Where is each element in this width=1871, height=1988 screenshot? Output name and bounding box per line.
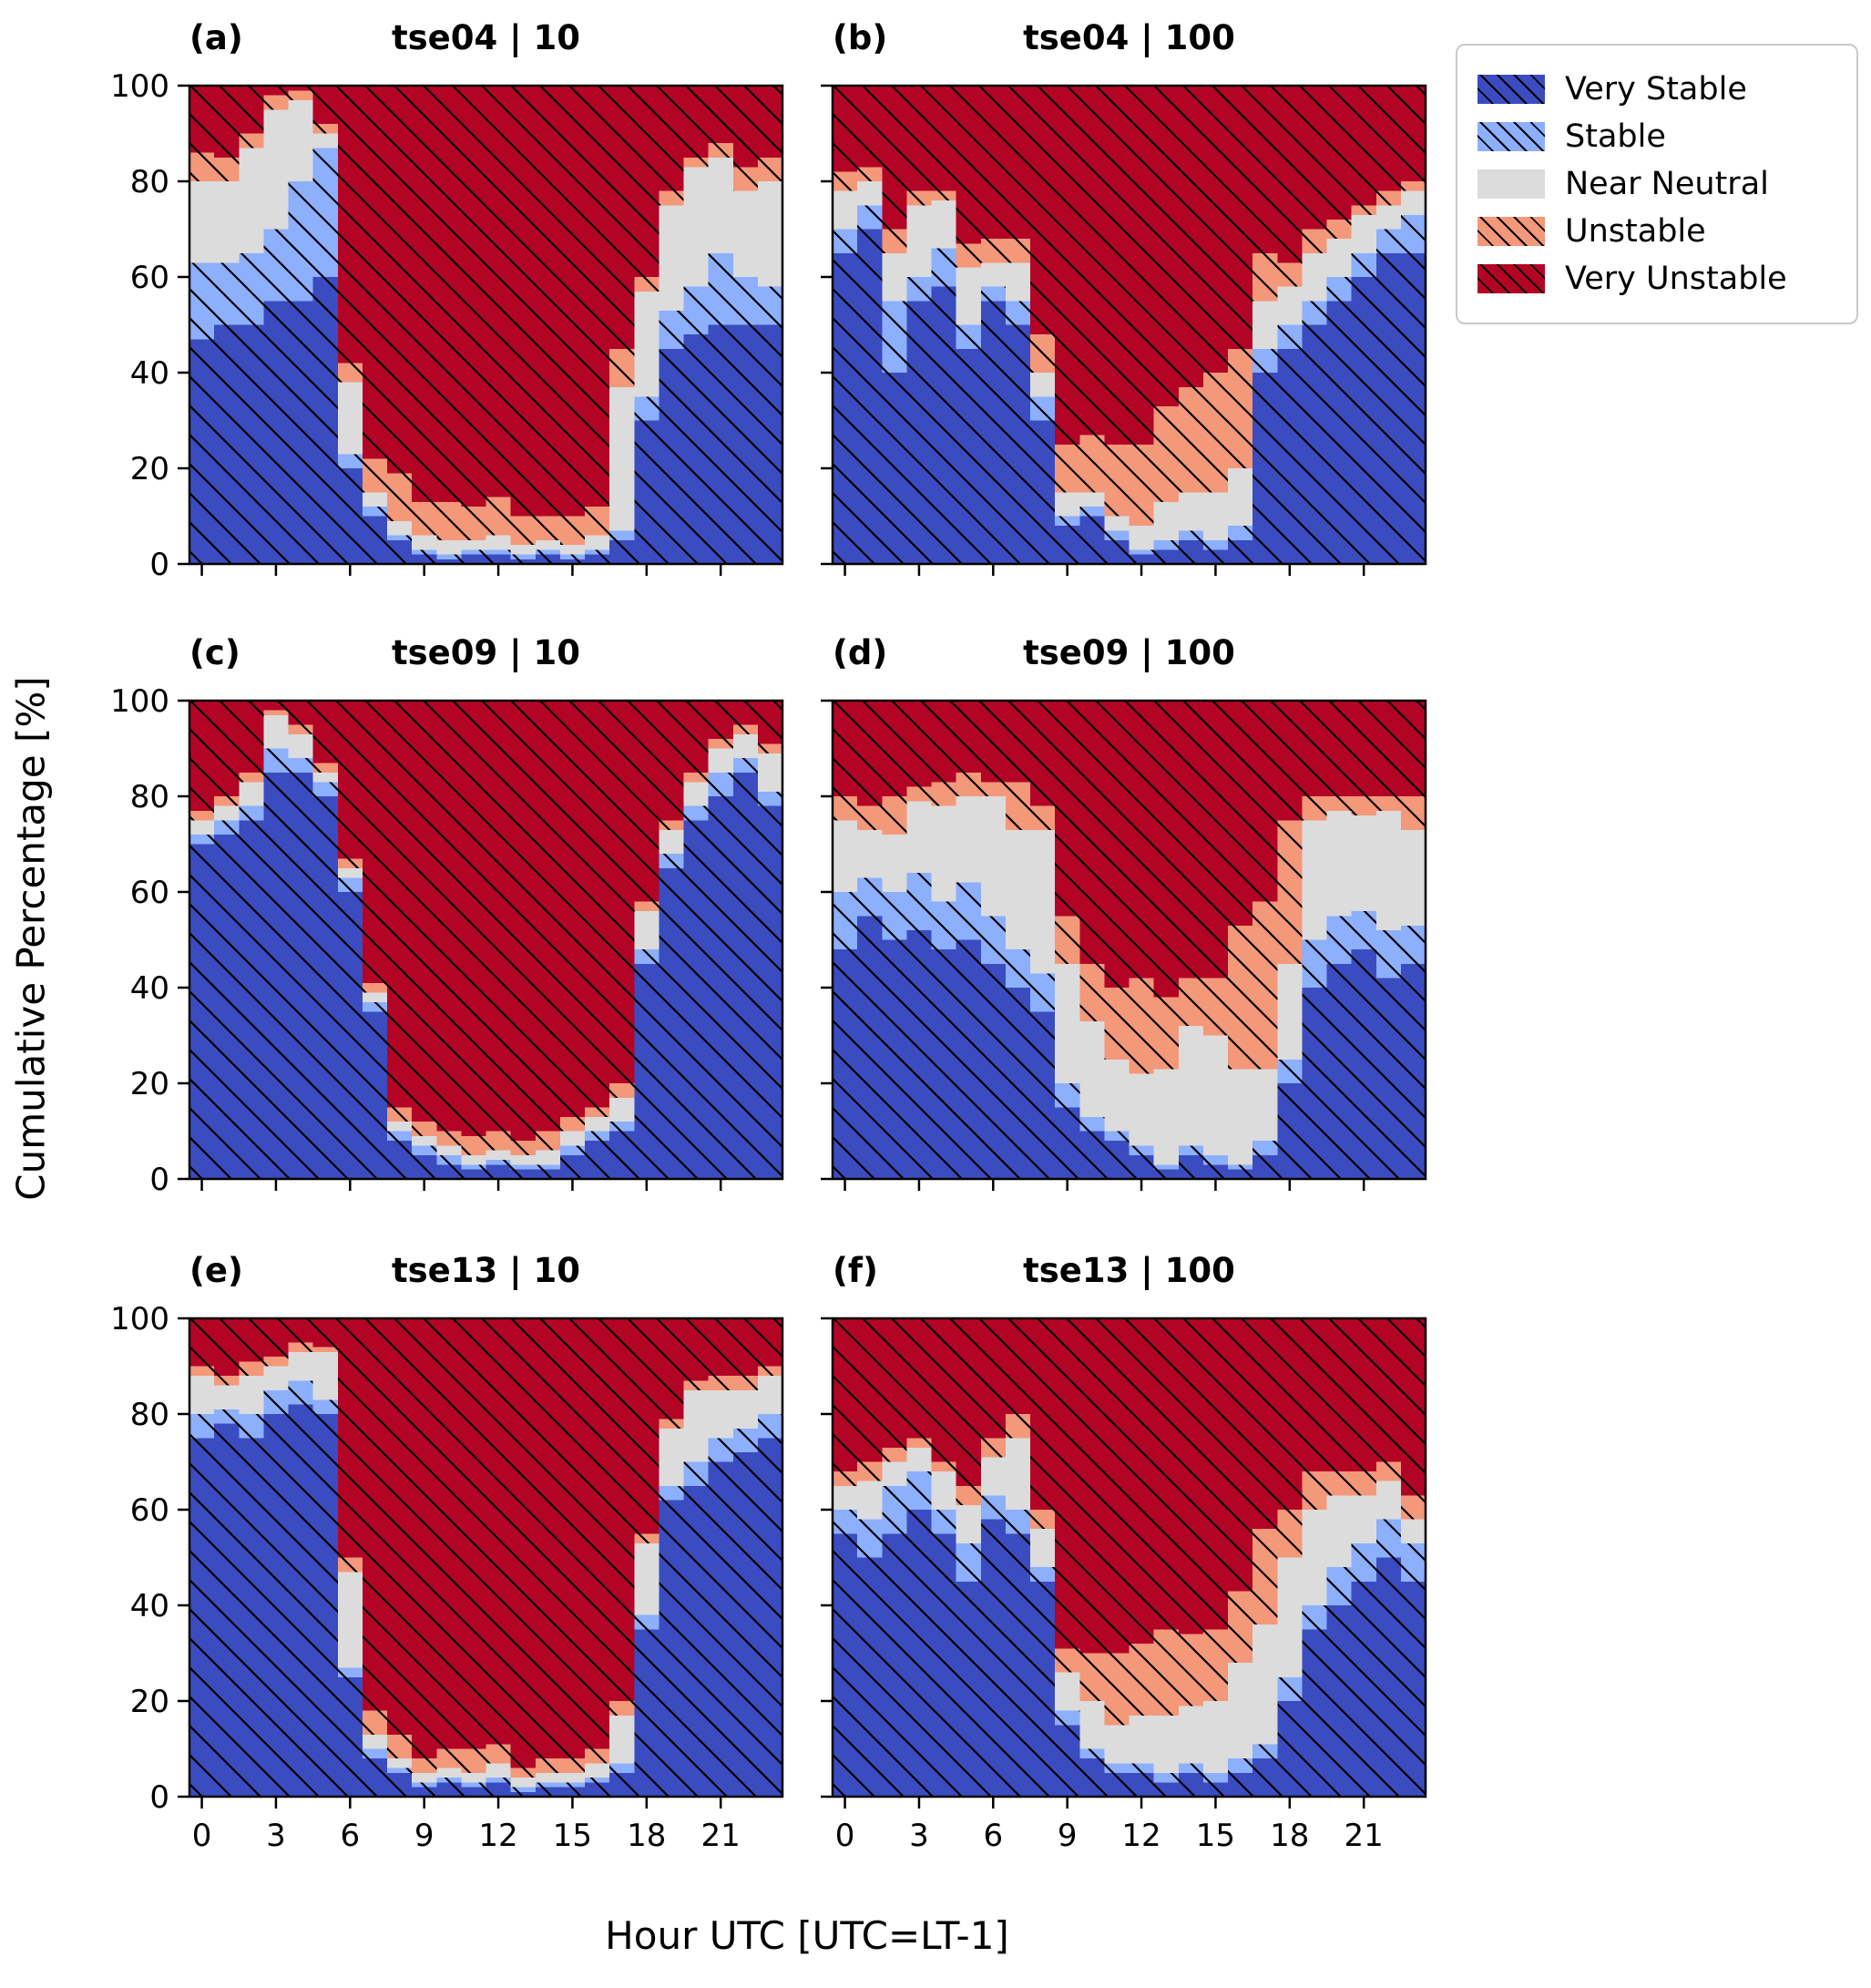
panel-b-heading: tse04 | 100 bbox=[1023, 18, 1235, 57]
panel-b-chart bbox=[821, 84, 1427, 576]
panel-a-letter: (a) bbox=[189, 18, 243, 57]
legend: Very Stable Stable Near Neutral Unstable… bbox=[1456, 44, 1858, 324]
panel-c-letter: (c) bbox=[189, 633, 240, 672]
svg-text:60: 60 bbox=[130, 260, 169, 296]
legend-entry-unstable: Unstable bbox=[1477, 213, 1836, 250]
svg-text:100: 100 bbox=[110, 72, 169, 105]
panel-e-title: (e) tse13 | 10 bbox=[189, 1251, 782, 1302]
svg-text:12: 12 bbox=[1121, 1818, 1160, 1854]
svg-text:100: 100 bbox=[110, 687, 169, 720]
svg-text:21: 21 bbox=[1344, 1818, 1384, 1854]
svg-text:20: 20 bbox=[130, 1684, 169, 1720]
panel-a-title: (a) tse04 | 10 bbox=[189, 18, 782, 69]
panel-c-chart: 0 20 40 60 80 100 bbox=[110, 687, 784, 1198]
svg-text:21: 21 bbox=[701, 1818, 741, 1854]
svg-text:6: 6 bbox=[340, 1818, 360, 1854]
legend-label-near-neutral: Near Neutral bbox=[1565, 166, 1769, 202]
very-stable-swatch-icon bbox=[1477, 75, 1545, 104]
svg-text:40: 40 bbox=[130, 1588, 169, 1624]
svg-text:20: 20 bbox=[130, 1066, 169, 1102]
legend-entry-very-unstable: Very Unstable bbox=[1477, 261, 1836, 297]
legend-label-unstable: Unstable bbox=[1565, 213, 1706, 250]
y-axis-label: Cumulative Percentage [%] bbox=[8, 676, 54, 1201]
near-neutral-swatch-icon bbox=[1477, 169, 1545, 199]
svg-text:60: 60 bbox=[130, 875, 169, 911]
panel-d-letter: (d) bbox=[833, 633, 888, 672]
unstable-swatch-icon bbox=[1477, 217, 1545, 246]
panel-f-letter: (f) bbox=[833, 1251, 878, 1290]
legend-entry-near-neutral: Near Neutral bbox=[1477, 166, 1836, 202]
panel-f-heading: tse13 | 100 bbox=[1023, 1251, 1235, 1290]
svg-text:60: 60 bbox=[130, 1492, 169, 1529]
panel-d-title: (d) tse09 | 100 bbox=[833, 633, 1426, 684]
svg-text:15: 15 bbox=[553, 1818, 592, 1854]
panel-a-chart: 0 20 40 60 80 100 bbox=[110, 72, 784, 583]
panel-b-title: (b) tse04 | 100 bbox=[833, 18, 1426, 69]
svg-text:80: 80 bbox=[130, 164, 169, 200]
panel-a-heading: tse04 | 10 bbox=[391, 18, 581, 57]
svg-text:15: 15 bbox=[1196, 1818, 1235, 1854]
svg-text:100: 100 bbox=[110, 1305, 169, 1337]
panel-e-chart: 0 20 40 60 80 100 0 3 6 9 12 15 18 21 bbox=[110, 1305, 784, 1854]
x-axis-label: Hour UTC [UTC=LT-1] bbox=[605, 1913, 1009, 1958]
svg-text:80: 80 bbox=[130, 1397, 169, 1433]
panel-e-letter: (e) bbox=[189, 1251, 243, 1290]
svg-text:18: 18 bbox=[1270, 1818, 1309, 1854]
svg-text:0: 0 bbox=[149, 1779, 169, 1816]
legend-label-stable: Stable bbox=[1565, 118, 1666, 155]
panel-d-chart bbox=[821, 699, 1427, 1191]
panel-b-letter: (b) bbox=[833, 18, 888, 57]
legend-label-very-unstable: Very Unstable bbox=[1565, 261, 1787, 297]
svg-text:6: 6 bbox=[983, 1818, 1003, 1854]
legend-entry-stable: Stable bbox=[1477, 118, 1836, 155]
panel-f-chart: 0 3 6 9 12 15 18 21 bbox=[821, 1317, 1427, 1854]
stable-swatch-icon bbox=[1477, 122, 1545, 151]
svg-text:80: 80 bbox=[130, 779, 169, 815]
legend-entry-very-stable: Very Stable bbox=[1477, 71, 1836, 108]
svg-text:20: 20 bbox=[130, 451, 169, 487]
svg-text:9: 9 bbox=[1058, 1818, 1078, 1854]
svg-text:40: 40 bbox=[130, 970, 169, 1007]
very-unstable-swatch-icon bbox=[1477, 264, 1545, 293]
panel-e-heading: tse13 | 10 bbox=[391, 1251, 581, 1290]
svg-text:0: 0 bbox=[149, 1162, 169, 1198]
panel-c-title: (c) tse09 | 10 bbox=[189, 633, 782, 684]
svg-text:0: 0 bbox=[835, 1818, 855, 1854]
svg-text:0: 0 bbox=[149, 547, 169, 583]
svg-text:3: 3 bbox=[266, 1818, 286, 1854]
svg-text:18: 18 bbox=[627, 1818, 666, 1854]
svg-text:3: 3 bbox=[909, 1818, 929, 1854]
svg-text:0: 0 bbox=[192, 1818, 212, 1854]
svg-text:12: 12 bbox=[478, 1818, 517, 1854]
panel-d-heading: tse09 | 100 bbox=[1023, 633, 1235, 672]
svg-text:40: 40 bbox=[130, 355, 169, 392]
panel-c-heading: tse09 | 10 bbox=[391, 633, 581, 672]
svg-text:9: 9 bbox=[414, 1818, 435, 1854]
legend-label-very-stable: Very Stable bbox=[1565, 71, 1747, 108]
panel-f-title: (f) tse13 | 100 bbox=[833, 1251, 1426, 1302]
